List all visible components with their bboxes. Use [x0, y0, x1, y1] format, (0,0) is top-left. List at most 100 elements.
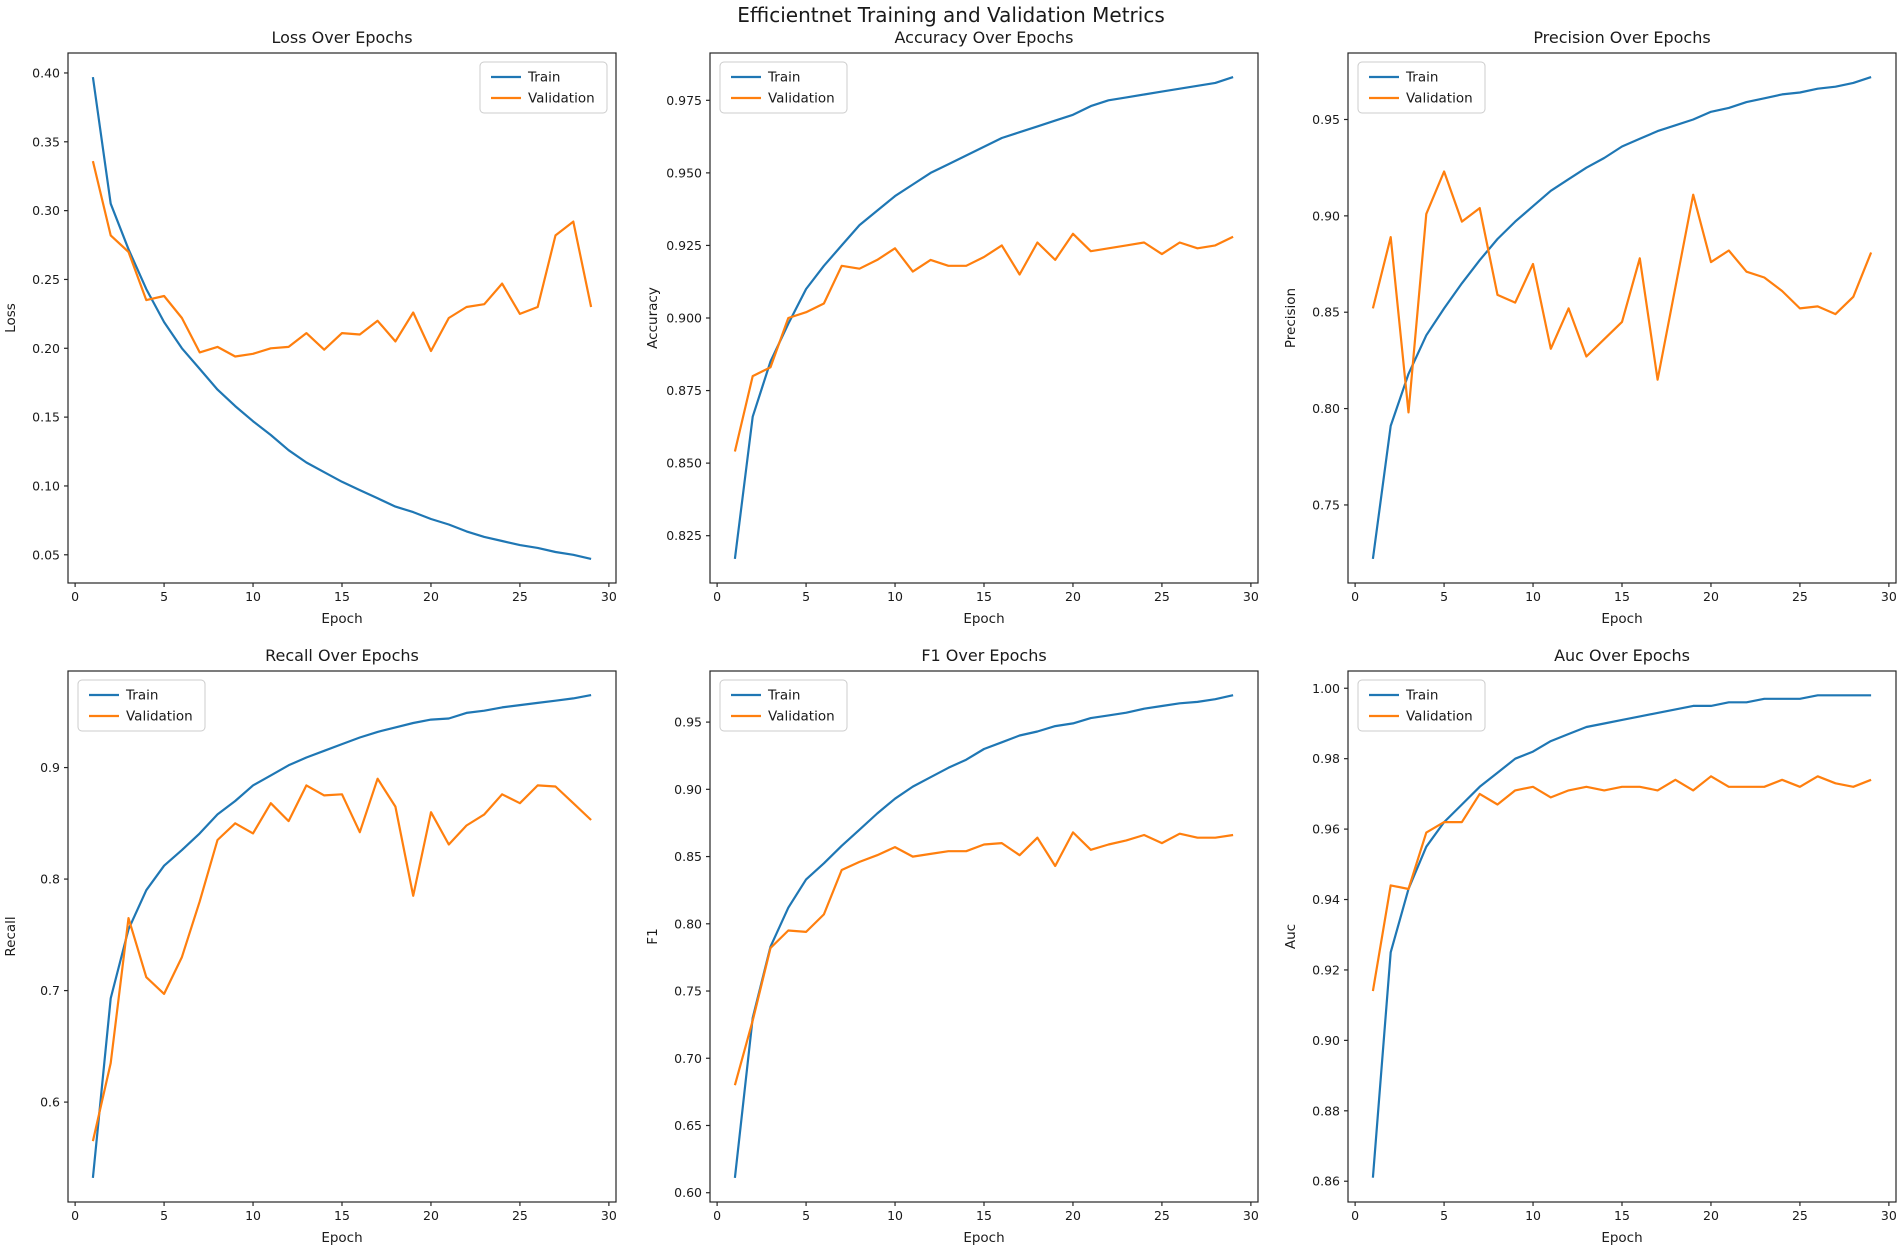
y-tick-label: 0.875: [666, 383, 702, 398]
x-axis-label: Epoch: [321, 1230, 362, 1246]
y-tick-label: 1.00: [1312, 681, 1340, 696]
subplot-title: F1 Over Epochs: [921, 646, 1046, 665]
subplot-loss: 0 5 10 15 20 25 30 0.05 0.10 0.15 0.20 0.25 0.30 0.35…: [3, 28, 617, 627]
y-tick-label: 0.98: [1312, 751, 1340, 766]
legend-validation-label: Validation: [1406, 709, 1473, 725]
y-tick-label: 0.40: [32, 65, 60, 80]
validation-line: [1371, 775, 1872, 992]
train-line: [91, 76, 592, 560]
x-tick-label: 15: [1614, 1208, 1630, 1223]
x-tick-label: 30: [1881, 1208, 1897, 1223]
y-axis-label: Auc: [1283, 924, 1299, 949]
validation-line: [733, 831, 1234, 1086]
x-tick-label: 20: [1703, 589, 1719, 604]
validation-line: [1371, 170, 1873, 414]
subplot-title: Recall Over Epochs: [265, 646, 419, 665]
plot-frame: [709, 670, 1259, 1203]
train-line: [1371, 76, 1872, 560]
y-tick-label: 0.70: [674, 1051, 702, 1066]
x-tick-label: 0: [713, 1208, 721, 1223]
plot-frame: [1347, 670, 1897, 1203]
x-tick-label: 15: [976, 1208, 992, 1223]
legend-train-label: Train: [1405, 688, 1438, 704]
train-line: [733, 76, 1234, 560]
y-tick-label: 0.975: [666, 93, 702, 108]
y-tick-label: 0.25: [32, 272, 60, 287]
x-tick-label: 30: [1243, 589, 1259, 604]
legend-frame: [1357, 61, 1486, 114]
y-tick-label: 0.94: [1312, 892, 1340, 907]
legend: Train Validation: [719, 61, 848, 114]
x-tick-label: 15: [334, 1208, 350, 1223]
x-tick-label: 5: [802, 589, 810, 604]
x-tick-label: 20: [1703, 1208, 1719, 1223]
y-tick-label: 0.95: [1312, 112, 1340, 127]
x-tick-label: 5: [160, 1208, 168, 1223]
legend-train-label: Train: [767, 70, 800, 86]
y-tick-label: 0.9: [40, 760, 60, 775]
y-tick-label: 0.825: [666, 528, 702, 543]
legend: Train Validation: [77, 679, 206, 732]
y-tick-label: 0.86: [1312, 1174, 1340, 1189]
legend-train-label: Train: [1405, 70, 1438, 86]
y-axis-label: Accuracy: [645, 287, 661, 349]
y-tick-label: 0.15: [32, 410, 60, 425]
y-tick-label: 0.90: [1312, 208, 1340, 223]
plot-frame: [709, 52, 1259, 584]
x-tick-label: 5: [160, 589, 168, 604]
x-tick-label: 0: [1351, 589, 1359, 604]
legend-frame: [719, 679, 848, 732]
y-tick-label: 0.90: [674, 782, 702, 797]
x-tick-label: 0: [713, 589, 721, 604]
legend-frame: [479, 61, 608, 114]
y-tick-label: 0.92: [1312, 962, 1340, 977]
x-tick-label: 20: [1065, 589, 1081, 604]
train-line: [1371, 694, 1872, 1178]
y-tick-label: 0.90: [1312, 1033, 1340, 1048]
validation-line: [91, 777, 592, 1142]
subplot-f1: 0 5 10 15 20 25 30 0.60 0.65 0.70 0.75 0.80 0.85 0.90…: [645, 646, 1259, 1246]
x-tick-label: 5: [1440, 589, 1448, 604]
x-tick-label: 0: [71, 589, 79, 604]
legend: Train Validation: [719, 679, 848, 732]
subplot-title: Auc Over Epochs: [1554, 646, 1690, 665]
x-tick-label: 15: [334, 589, 350, 604]
legend-train-label: Train: [125, 688, 158, 704]
x-tick-label: 10: [245, 1208, 261, 1223]
x-tick-label: 25: [1154, 589, 1170, 604]
x-tick-label: 20: [423, 589, 439, 604]
plot-frame: [67, 52, 617, 584]
x-tick-label: 25: [1154, 1208, 1170, 1223]
y-tick-label: 0.88: [1312, 1103, 1340, 1118]
plot-frame: [67, 670, 617, 1203]
x-axis-label: Epoch: [1601, 1230, 1642, 1246]
x-tick-label: 10: [887, 589, 903, 604]
x-tick-label: 10: [245, 589, 261, 604]
y-tick-label: 0.7: [40, 983, 60, 998]
legend-train-label: Train: [767, 688, 800, 704]
x-tick-label: 25: [1792, 1208, 1808, 1223]
y-tick-label: 0.950: [666, 165, 702, 180]
y-axis-label: F1: [645, 928, 661, 944]
legend: Train Validation: [1357, 61, 1486, 114]
subplot-title: Loss Over Epochs: [271, 28, 412, 47]
x-tick-label: 30: [601, 1208, 617, 1223]
y-tick-label: 0.85: [674, 849, 702, 864]
y-axis-label: Recall: [3, 916, 19, 956]
validation-line: [733, 232, 1234, 452]
y-tick-label: 0.95: [674, 715, 702, 730]
y-tick-label: 0.850: [666, 456, 702, 471]
y-tick-label: 0.925: [666, 238, 702, 253]
y-axis-label: Precision: [1283, 288, 1299, 348]
y-axis-label: Loss: [3, 303, 19, 333]
legend-validation-label: Validation: [1406, 91, 1473, 107]
legend-validation-label: Validation: [768, 709, 835, 725]
subplot-recall: 0 5 10 15 20 25 30 0.6 0.7 0.8 0.9 Recall Over Epoc…: [3, 646, 617, 1246]
y-tick-label: 0.75: [674, 984, 702, 999]
x-tick-label: 15: [976, 589, 992, 604]
subplot-title: Accuracy Over Epochs: [894, 28, 1073, 47]
x-tick-label: 30: [1881, 589, 1897, 604]
x-tick-label: 30: [1243, 1208, 1259, 1223]
y-tick-label: 0.6: [40, 1095, 60, 1110]
train-line: [91, 694, 592, 1179]
